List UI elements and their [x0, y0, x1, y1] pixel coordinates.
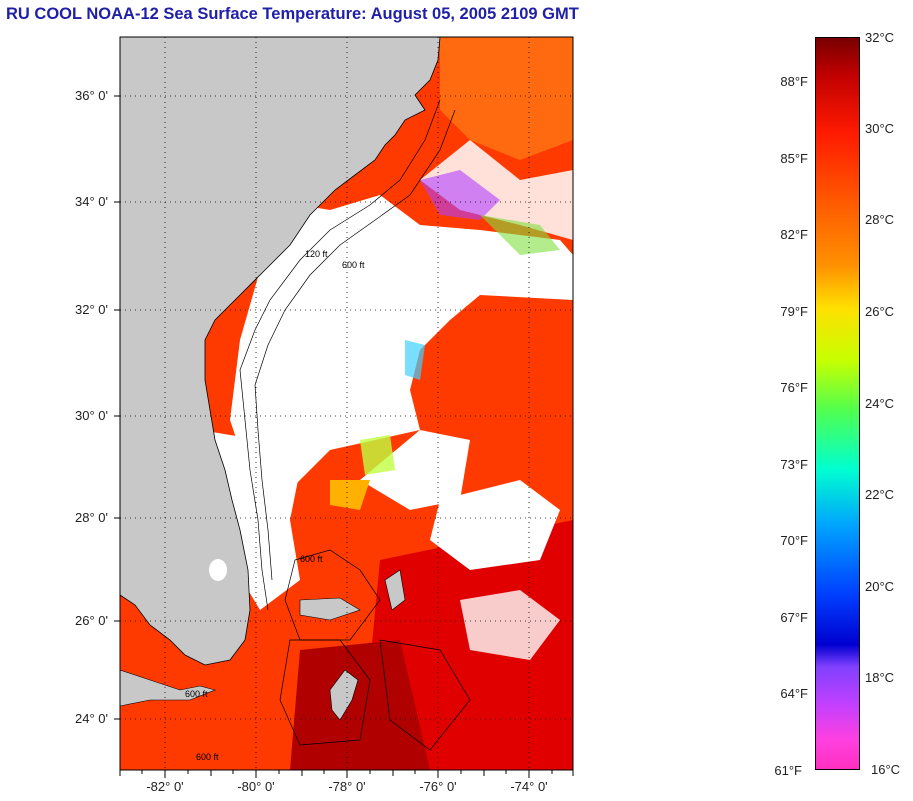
- celsius-label: 30°C: [865, 121, 895, 136]
- celsius-label: 16°C: [871, 762, 901, 777]
- celsius-label: 18°C: [865, 670, 895, 685]
- contour-label: 600 ft: [196, 752, 219, 762]
- hot-zone: [290, 640, 430, 770]
- lat-lon-grid: [120, 37, 573, 770]
- fahrenheit-label: 67°F: [780, 610, 808, 625]
- cloud-mask: [430, 480, 560, 570]
- lat-label: 26° 0': [75, 613, 108, 628]
- contour-bahamas: [379, 639, 471, 751]
- celsius-label: 28°C: [865, 212, 895, 227]
- fahrenheit-label: 73°F: [780, 457, 808, 472]
- fahrenheit-label: 76°F: [780, 380, 808, 395]
- fahrenheit-label: 64°F: [780, 686, 808, 701]
- lon-label: -74° 0': [510, 779, 548, 794]
- lat-label: 36° 0': [75, 88, 108, 103]
- cloud-edge: [360, 435, 395, 475]
- celsius-label: 32°C: [865, 30, 895, 45]
- florida-keys: [120, 669, 216, 707]
- cloud-edge: [405, 340, 425, 380]
- celsius-label: 24°C: [865, 396, 895, 411]
- cloud-mask: [360, 430, 470, 510]
- lat-label: 32° 0': [75, 302, 108, 317]
- fahrenheit-label: 61°F: [774, 763, 802, 778]
- contour-120ft: [239, 99, 441, 611]
- fahrenheit-label: 70°F: [780, 533, 808, 548]
- contour-label: 600 ft: [300, 554, 323, 564]
- lake-okeechobee: [209, 559, 227, 581]
- contour-label: 600 ft: [342, 260, 365, 270]
- temperature-colorbar: [815, 37, 860, 770]
- contour-label: 120 ft: [305, 249, 328, 259]
- lon-label: -82° 0': [146, 779, 184, 794]
- lon-label: -80° 0': [237, 779, 275, 794]
- warm-patch: [330, 480, 370, 510]
- lat-label: 34° 0': [75, 194, 108, 209]
- lat-label: 24° 0': [75, 711, 108, 726]
- cloud-mask: [420, 140, 573, 240]
- x-axis-ticks: [119, 770, 574, 778]
- lat-label: 28° 0': [75, 510, 108, 525]
- page-title: RU COOL NOAA-12 Sea Surface Temperature:…: [6, 5, 579, 23]
- celsius-label: 20°C: [865, 579, 895, 594]
- fahrenheit-label: 88°F: [780, 74, 808, 89]
- cloud-mask: [460, 590, 560, 660]
- contour-label: 600 ft: [185, 689, 208, 699]
- contour-bahamas: [284, 549, 381, 641]
- lon-label: -76° 0': [419, 779, 457, 794]
- celsius-label: 22°C: [865, 487, 895, 502]
- warm-zone: [440, 37, 573, 160]
- island: [384, 569, 406, 611]
- lat-label: 30° 0': [75, 408, 108, 423]
- fahrenheit-label: 82°F: [780, 227, 808, 242]
- cloud-edge: [480, 215, 560, 255]
- celsius-label: 26°C: [865, 304, 895, 319]
- florida-land: [120, 37, 441, 666]
- cloud-edge: [420, 170, 500, 220]
- contour-bahamas: [279, 639, 371, 746]
- lon-label: -78° 0': [328, 779, 366, 794]
- y-axis-ticks: [114, 95, 120, 720]
- fahrenheit-label: 79°F: [780, 304, 808, 319]
- island: [329, 669, 359, 721]
- fahrenheit-label: 85°F: [780, 151, 808, 166]
- island: [299, 597, 361, 621]
